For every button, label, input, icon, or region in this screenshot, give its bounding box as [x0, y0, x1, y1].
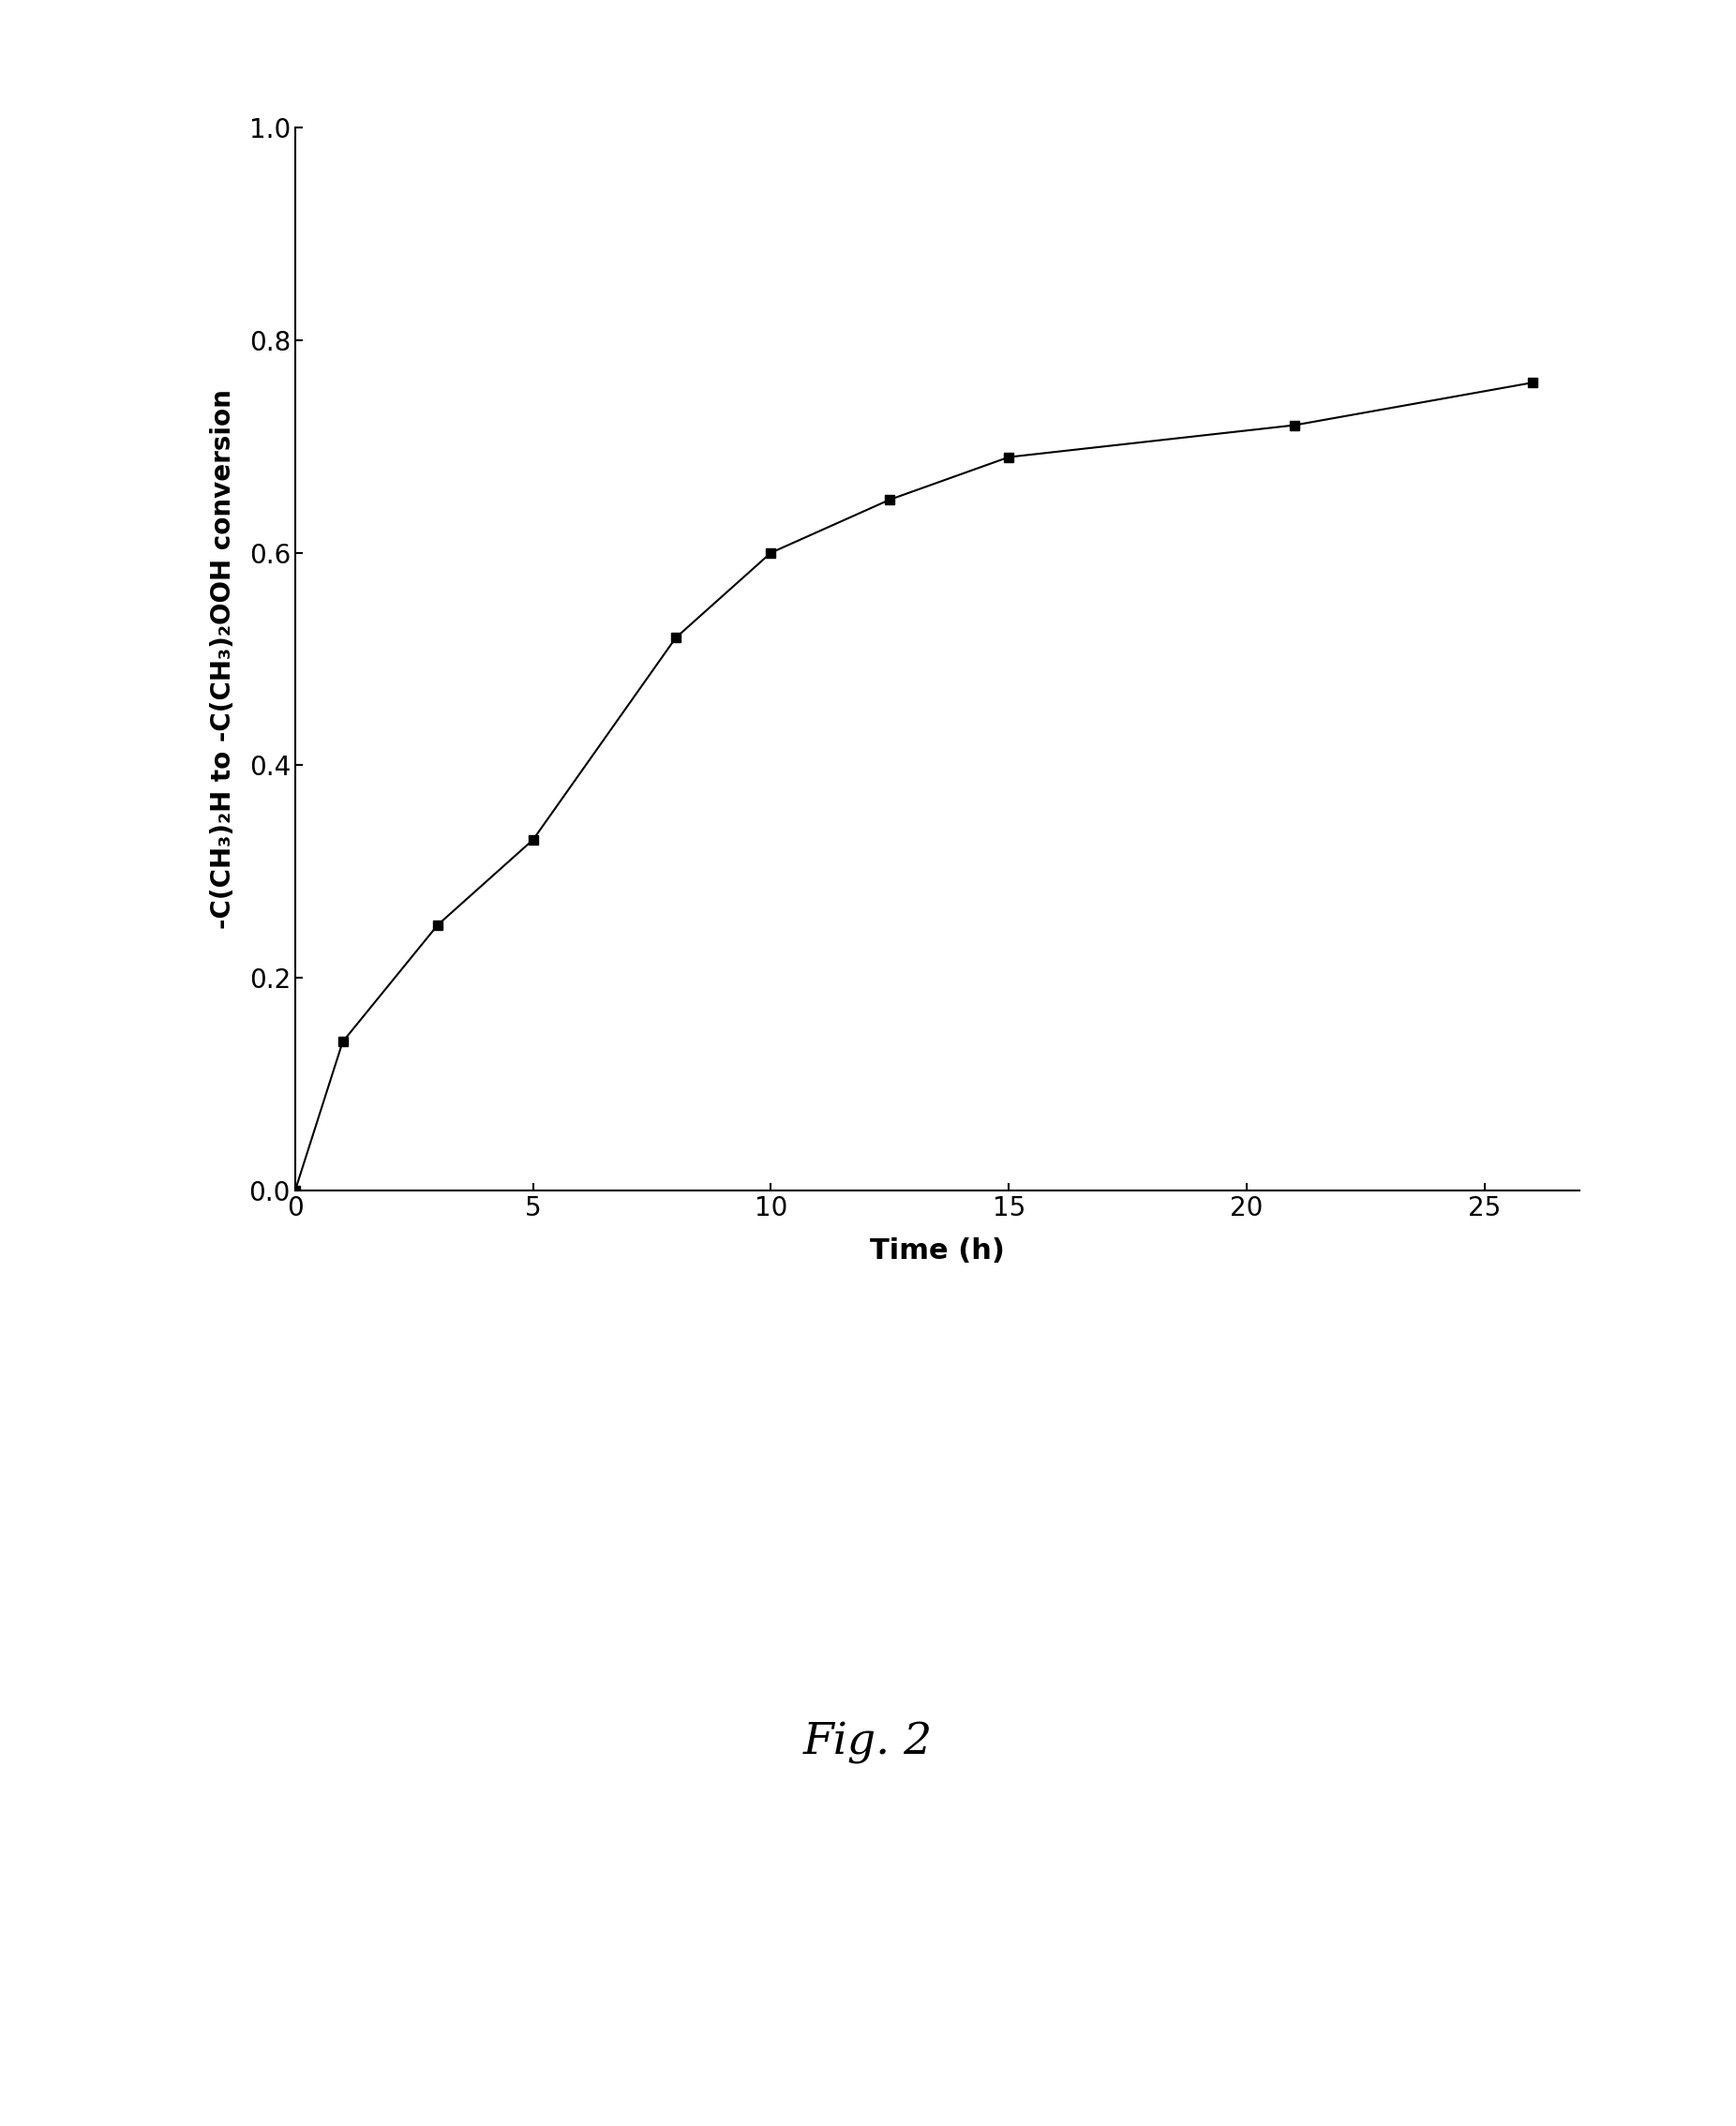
- X-axis label: Time (h): Time (h): [870, 1237, 1005, 1265]
- Y-axis label: -C(CH₃)₂H to -C(CH₃)₂OOH conversion: -C(CH₃)₂H to -C(CH₃)₂OOH conversion: [210, 389, 236, 929]
- Text: Fig. 2: Fig. 2: [804, 1722, 932, 1765]
